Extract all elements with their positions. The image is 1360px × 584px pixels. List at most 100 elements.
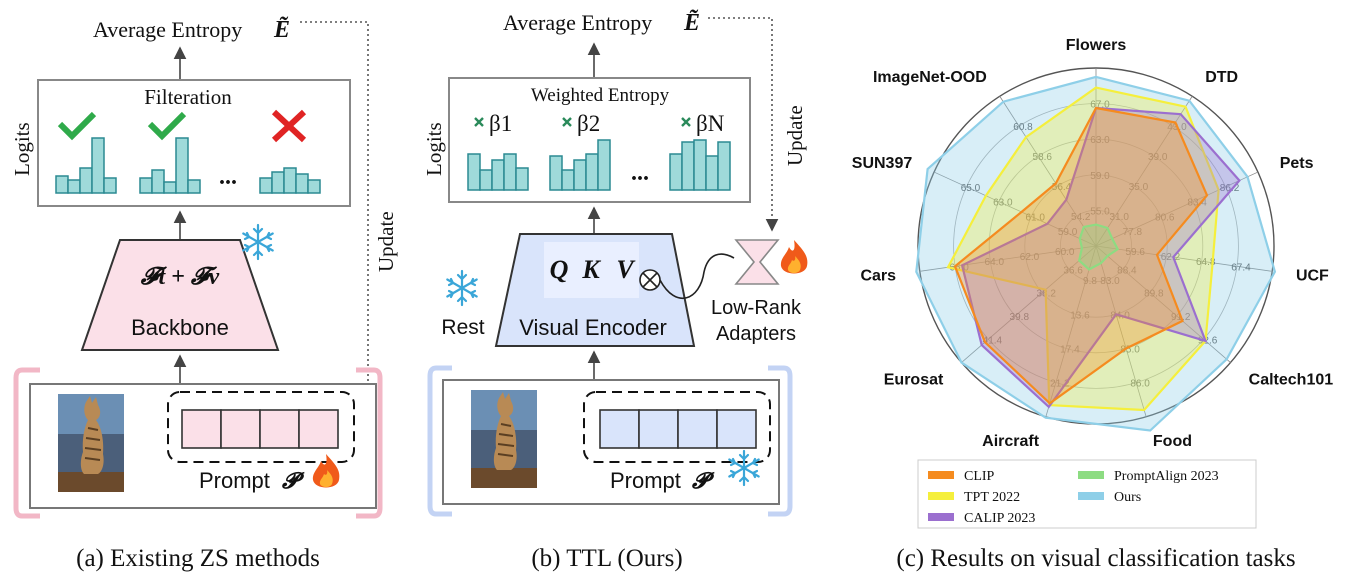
v-label: V xyxy=(616,255,636,284)
tick-label: 55.0 xyxy=(1090,206,1110,217)
cross-small-icon xyxy=(474,117,691,127)
histogram-2 xyxy=(139,137,201,194)
tick-label: 59.0 xyxy=(1058,227,1078,238)
tick-label: 59.6 xyxy=(1126,247,1146,258)
axis-label: Eurosat xyxy=(884,371,944,388)
axis-label: Flowers xyxy=(1066,37,1127,54)
tick-label: 62.2 xyxy=(1161,252,1181,263)
beta-n: βN xyxy=(696,111,725,136)
update-path xyxy=(300,21,369,435)
qkv-block xyxy=(544,242,639,298)
ellipsis: ... xyxy=(631,160,649,186)
update-path-b xyxy=(708,17,779,232)
tick-label: 9.8 xyxy=(1083,276,1097,287)
visual-encoder-label: Visual Encoder xyxy=(519,315,667,340)
prompt-frame-b xyxy=(583,391,771,463)
legend-swatch xyxy=(928,471,954,479)
adapters-line2: Adapters xyxy=(716,323,796,345)
axis-label: Pets xyxy=(1280,155,1314,172)
tick-label: 83.0 xyxy=(1100,276,1120,287)
axis-spoke xyxy=(933,171,1097,247)
axis-spoke xyxy=(1095,245,1147,417)
axis-label: DTD xyxy=(1205,69,1238,86)
tick-label: 64.8 xyxy=(1196,257,1216,268)
tick-label: 63.0 xyxy=(993,198,1013,209)
legend-swatch xyxy=(1078,471,1104,479)
tick-label: 86.2 xyxy=(1220,183,1240,194)
axis-label: Caltech101 xyxy=(1249,371,1334,388)
histogram-b3 xyxy=(669,139,731,191)
series-promptalign-2023 xyxy=(1077,223,1120,271)
caption-b: (b) TTL (Ours) xyxy=(531,545,682,572)
panel-b: Average Entropy Ẽ Weighted Entropy Logit… xyxy=(422,10,808,572)
tick-label: 85.0 xyxy=(1120,344,1140,355)
caption-c: (c) Results on visual classification tas… xyxy=(896,545,1295,572)
backbone-block xyxy=(80,239,280,351)
tick-label: 36.6 xyxy=(1063,265,1083,276)
tick-label: 31.0 xyxy=(1110,212,1130,223)
axis-label: SUN397 xyxy=(852,155,913,172)
tick-label: 64.0 xyxy=(985,257,1005,268)
prompt-label: Prompt xyxy=(199,468,270,493)
histogram-b2 xyxy=(549,139,611,191)
panel-b-entropy-symbol: Ẽ xyxy=(683,10,700,36)
q-label: Q xyxy=(550,255,569,284)
histogram-3 xyxy=(259,167,321,194)
axis-spoke xyxy=(1095,245,1273,272)
tick-label: 39.8 xyxy=(1010,312,1030,323)
caption-a: (a) Existing ZS methods xyxy=(76,545,320,572)
tick-label: 54.2 xyxy=(1071,212,1091,223)
tick-label: 65.0 xyxy=(961,183,981,194)
snowflake-icon xyxy=(446,269,478,307)
k-label: K xyxy=(581,255,601,284)
histogram-b1 xyxy=(467,153,529,191)
tick-label: 35.0 xyxy=(1129,182,1149,193)
tick-label: 60.0 xyxy=(1055,247,1075,258)
weighted-entropy-label: Weighted Entropy xyxy=(531,85,670,106)
tick-label: 77.8 xyxy=(1123,227,1143,238)
axis-spoke xyxy=(1095,245,1231,363)
update-label-b: Update xyxy=(783,105,807,166)
tick-label: 92.6 xyxy=(1198,335,1218,346)
legend-label: Ours xyxy=(1114,490,1141,505)
tick-label: 56.4 xyxy=(1052,182,1072,193)
tick-label: 86.0 xyxy=(1130,379,1150,390)
axis-label: Aircraft xyxy=(982,433,1040,450)
tick-label: 60.8 xyxy=(1013,122,1033,133)
cat-image xyxy=(57,393,125,493)
radar-chart: Flowers55.059.063.067.0DTD31.035.039.043… xyxy=(852,37,1333,450)
ellipsis: ... xyxy=(219,164,237,190)
check-icon xyxy=(57,111,97,141)
series-calip-2023 xyxy=(960,106,1241,409)
tick-label: 63.0 xyxy=(1090,135,1110,146)
legend-swatch xyxy=(1078,492,1104,500)
legend: CLIP TPT 2022 CALIP 2023 PromptAlign 2023 Ou… xyxy=(917,459,1257,529)
prompt-label-b: Prompt xyxy=(610,468,681,493)
tick-label: 39.0 xyxy=(1148,152,1168,163)
panel-a-entropy-symbol: Ẽ xyxy=(273,17,290,43)
tick-label: 89.8 xyxy=(1144,289,1164,300)
snowflake-icon xyxy=(242,223,274,261)
axis-spoke xyxy=(1045,245,1097,417)
axis-label: UCF xyxy=(1296,268,1329,285)
rest-label: Rest xyxy=(441,316,484,339)
fire-icon xyxy=(780,240,808,274)
tick-label: 88.4 xyxy=(1117,265,1137,276)
cross-icon xyxy=(271,109,307,143)
backbone-formula: 𝓕t + 𝓕v xyxy=(140,264,220,290)
tick-label: 66.0 xyxy=(949,262,969,273)
backbone-label: Backbone xyxy=(131,315,229,340)
panel-a-title: Average Entropy xyxy=(93,17,242,42)
tick-label: 21.2 xyxy=(1050,379,1070,390)
adapters-line1: Low-Rank xyxy=(711,297,802,319)
tick-label: 59.0 xyxy=(1090,171,1110,182)
tick-label: 62.0 xyxy=(1020,252,1040,263)
tick-label: 41.4 xyxy=(983,335,1003,346)
axis-label: Cars xyxy=(860,268,896,285)
legend-label: CALIP 2023 xyxy=(964,511,1035,526)
tick-label: 80.6 xyxy=(1155,212,1175,223)
beta-1: β1 xyxy=(489,111,512,136)
legend-label: PromptAlign 2023 xyxy=(1114,469,1219,484)
tick-label: 83.4 xyxy=(1187,198,1207,209)
